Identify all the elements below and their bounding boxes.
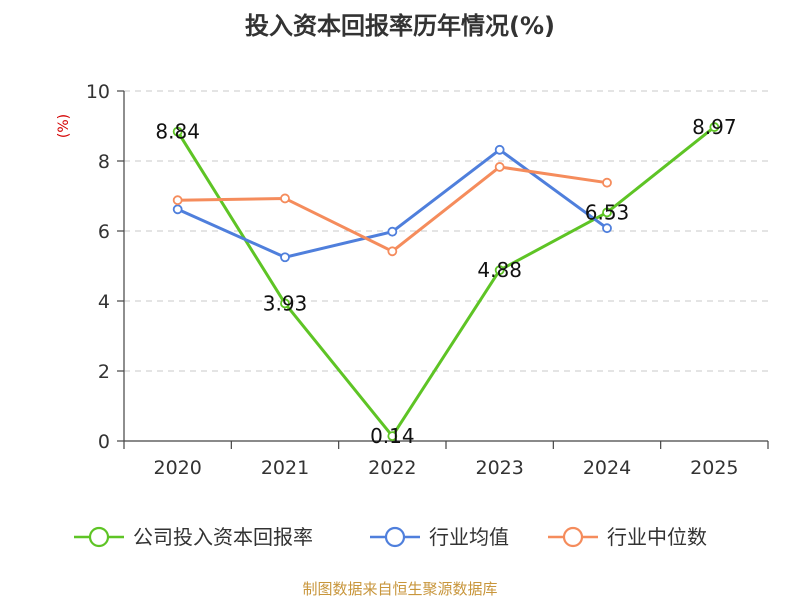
point-0-2024 xyxy=(602,207,612,218)
point-2-2023 xyxy=(494,162,505,172)
point-2-2024 xyxy=(602,177,612,188)
legend-label-2: 行业中位数 xyxy=(607,525,707,549)
y-tick-label-4: 4 xyxy=(98,291,110,313)
point-2-2022 xyxy=(387,246,398,257)
data-label-2021: 3.93 xyxy=(263,291,308,315)
point-1-2023 xyxy=(494,144,505,155)
point-0-2022 xyxy=(387,431,398,442)
point-1-2022 xyxy=(387,226,398,237)
point-0-2025 xyxy=(709,122,720,132)
legend-marker-0 xyxy=(88,526,110,548)
x-tick-label-2021: 2021 xyxy=(261,457,309,479)
legend-marker-1 xyxy=(384,526,406,548)
data-label-2022: 0.14 xyxy=(370,424,415,448)
y-tick-label-0: 0 xyxy=(98,431,110,453)
legend-label-1: 行业均值 xyxy=(429,525,509,549)
point-2-2021 xyxy=(280,193,290,204)
y-tick-label-10: 10 xyxy=(86,81,110,103)
x-tick-label-2025: 2025 xyxy=(690,457,738,479)
point-1-2024 xyxy=(602,223,612,234)
x-tick-label-2024: 2024 xyxy=(583,457,631,479)
legend-label-0: 公司投入资本回报率 xyxy=(133,525,313,549)
gridlines xyxy=(124,90,768,372)
y-tick-label-2: 2 xyxy=(98,361,110,383)
point-0-2020 xyxy=(172,126,183,137)
point-1-2020 xyxy=(172,204,183,215)
point-0-2023 xyxy=(494,265,505,276)
point-2-2020 xyxy=(172,195,183,206)
data-label-2020: 8.84 xyxy=(155,120,200,144)
chart-title: 投入资本回报率历年情况(%) xyxy=(245,12,555,40)
source-note: 制图数据来自恒生聚源数据库 xyxy=(302,580,497,598)
x-tick-label-2023: 2023 xyxy=(475,457,523,479)
series-group xyxy=(172,122,720,442)
y-axis-unit: (%) xyxy=(56,114,72,138)
y-tick-label-8: 8 xyxy=(98,151,110,173)
point-0-2021 xyxy=(280,298,290,309)
legend-marker-2 xyxy=(562,526,584,548)
series-line-1 xyxy=(177,148,608,259)
series-line-0 xyxy=(176,125,716,438)
point-1-2021 xyxy=(280,252,290,263)
axes: 0 2 4 6 8 10 2020 2021 2022 2023 2024 2025 xyxy=(86,81,769,479)
x-tick-label-2020: 2020 xyxy=(153,457,201,479)
data-label-2023: 4.88 xyxy=(477,258,522,282)
y-tick-label-6: 6 xyxy=(98,221,110,243)
data-label-2024: 6.53 xyxy=(585,200,630,224)
data-labels: 8.84 3.93 0.14 4.88 6.53 8.97 xyxy=(155,115,736,448)
data-label-2025: 8.97 xyxy=(692,115,737,139)
x-tick-label-2022: 2022 xyxy=(368,457,416,479)
legend: 公司投入资本回报率 行业均值 行业中位数 xyxy=(74,525,707,549)
